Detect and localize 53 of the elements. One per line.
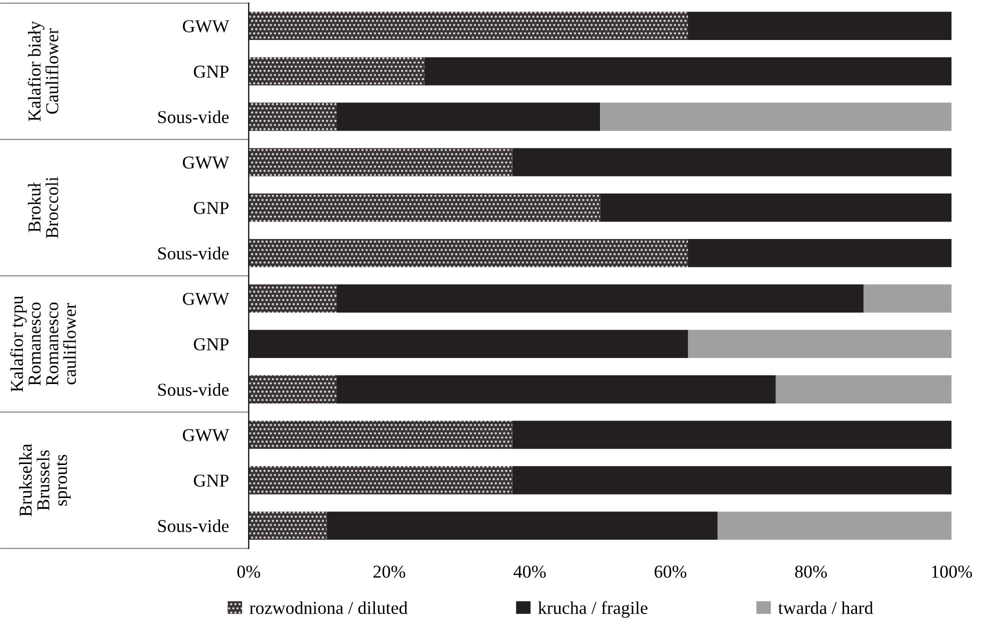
y-tick-label: Sous-vide <box>158 110 229 124</box>
bar <box>248 102 337 131</box>
x-tick-label: 0% <box>237 566 260 578</box>
y-tick-label: GNP <box>194 66 229 78</box>
y-tick-label: GWW <box>182 156 230 169</box>
bar <box>248 420 512 449</box>
bar <box>688 238 952 268</box>
y-tick-label: Sous-vide <box>158 383 229 396</box>
x-tick-label: 20% <box>374 566 406 578</box>
bar <box>336 284 864 313</box>
y-tick-label: Sous-vide <box>158 246 229 260</box>
y-tick-label: Sous-vide <box>158 519 229 532</box>
legend-label: twarda / hard <box>778 601 874 614</box>
y-tick-label: GWW <box>182 292 230 306</box>
y-tick-label: GNP <box>194 474 229 487</box>
bar <box>424 57 952 86</box>
bar <box>248 194 600 222</box>
bar <box>326 512 718 540</box>
y-tick-label: GNP <box>194 202 229 214</box>
bar <box>248 330 688 358</box>
bar <box>864 284 952 313</box>
x-tick-label: 100% <box>932 566 972 578</box>
x-tick-label: 80% <box>795 566 827 578</box>
bar <box>248 512 327 540</box>
bar <box>512 420 952 449</box>
x-tick-label: 40% <box>514 566 546 578</box>
bar <box>248 148 512 176</box>
bar <box>688 330 952 358</box>
bar <box>717 512 952 540</box>
text: Brukselka Brussels sprouts <box>19 444 71 516</box>
text: Brokuł Broccoli <box>28 176 58 238</box>
bar <box>688 12 952 40</box>
text: Kalafior biały Cauliflower <box>28 21 58 122</box>
bar <box>248 238 688 268</box>
legend-label: rozwodniona / diluted <box>250 601 408 614</box>
y-tick-label: GWW <box>182 429 230 442</box>
bar <box>336 375 776 404</box>
bar <box>600 194 952 222</box>
bar <box>248 375 337 404</box>
bar <box>336 102 600 131</box>
x-tick-label: 60% <box>654 566 686 578</box>
bar <box>776 375 952 404</box>
bar <box>248 284 337 313</box>
y-tick-label: GNP <box>194 338 229 350</box>
y-tick-label: GWW <box>182 20 230 32</box>
bar <box>248 466 512 494</box>
legend-label: krucha / fragile <box>538 601 648 618</box>
bar <box>248 12 688 40</box>
text: Kalafior typu Romanesco Romanesco cauliflower <box>10 296 76 392</box>
bar <box>248 57 424 86</box>
bar <box>512 466 952 494</box>
bar <box>600 102 952 131</box>
bar <box>512 148 952 176</box>
